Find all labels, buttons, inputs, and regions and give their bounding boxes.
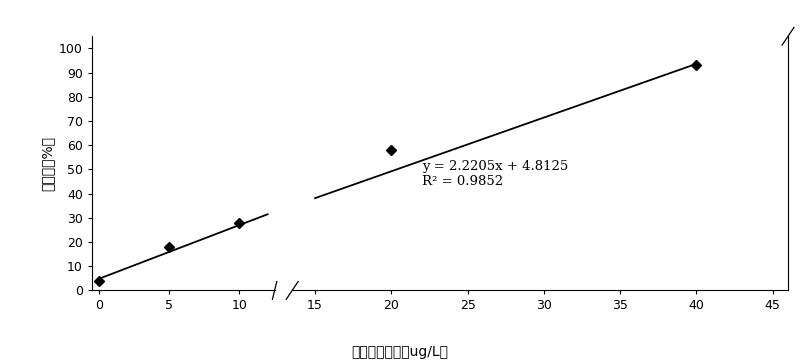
Text: y = 2.2205x + 4.8125
R² = 0.9852: y = 2.2205x + 4.8125 R² = 0.9852 bbox=[422, 160, 568, 188]
Y-axis label: 抑制率（%）: 抑制率（%） bbox=[41, 136, 55, 191]
Text: 马拉硫磷浓度（ug/L）: 马拉硫磷浓度（ug/L） bbox=[351, 345, 449, 359]
